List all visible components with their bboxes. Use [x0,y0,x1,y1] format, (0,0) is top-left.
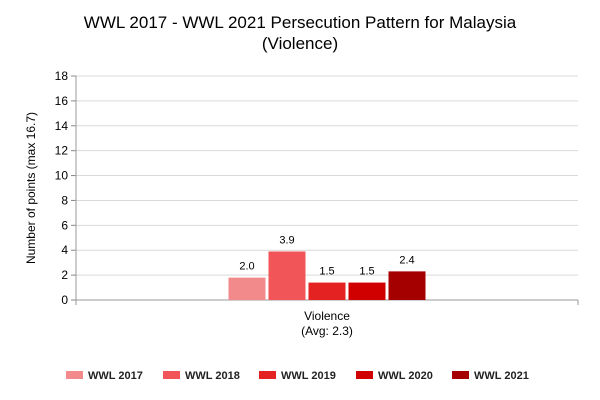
y-tick-label: 2 [61,268,68,282]
y-tick-label: 8 [61,193,68,207]
y-tick-label: 12 [55,144,69,158]
category-label-line-2: (Avg: 2.3) [301,324,353,338]
y-tick-labels: 0 2 4 6 8 10 12 14 16 18 [55,69,76,307]
y-tick-label: 10 [55,169,69,183]
bar-wwl-2018 [268,251,306,300]
bar-wwl-2020 [348,282,386,300]
data-label: 1.5 [319,266,334,278]
chart-title-line-1: WWL 2017 - WWL 2021 Persecution Pattern … [84,13,517,32]
y-tick-label: 6 [61,218,68,232]
y-tick-label: 0 [61,293,68,307]
legend-item: WWL 2018 [163,370,240,382]
legend-item: WWL 2021 [452,370,529,382]
category-label-line-1: Violence [304,309,350,323]
chart-title: WWL 2017 - WWL 2021 Persecution Pattern … [84,13,517,53]
legend-item: WWL 2019 [259,370,336,382]
y-axis-label: Number of points (max 16.7) [24,112,38,264]
bar-wwl-2019 [308,282,346,300]
legend-swatch [356,371,373,379]
legend-swatch [66,371,83,379]
bar-wwl-2017 [228,277,266,300]
grid-lines [76,75,578,301]
legend-swatch [452,371,469,379]
legend-item: WWL 2017 [66,370,143,382]
data-label: 3.9 [279,234,294,246]
chart-title-line-2: (Violence) [262,34,338,53]
legend-label: WWL 2018 [185,370,240,382]
bar-wwl-2021 [388,271,426,300]
legend-label: WWL 2021 [474,370,529,382]
legend-swatch [163,371,180,379]
data-labels: 2.0 3.9 1.5 1.5 2.4 [239,234,414,277]
y-tick-label: 14 [55,119,69,133]
legend: WWL 2017 WWL 2018 WWL 2019 WWL 2020 WWL 2021 [66,370,529,382]
data-label: 1.5 [359,266,374,278]
data-label: 2.0 [239,261,254,273]
legend-item: WWL 2020 [356,370,433,382]
legend-swatch [259,371,276,379]
legend-label: WWL 2020 [378,370,433,382]
category-label: Violence (Avg: 2.3) [301,309,353,338]
legend-label: WWL 2019 [281,370,336,382]
legend-label: WWL 2017 [88,370,143,382]
y-tick-label: 4 [61,243,68,257]
y-tick-label: 18 [55,69,69,83]
y-tick-label: 16 [55,94,69,108]
data-label: 2.4 [399,254,414,266]
bars [228,251,426,300]
